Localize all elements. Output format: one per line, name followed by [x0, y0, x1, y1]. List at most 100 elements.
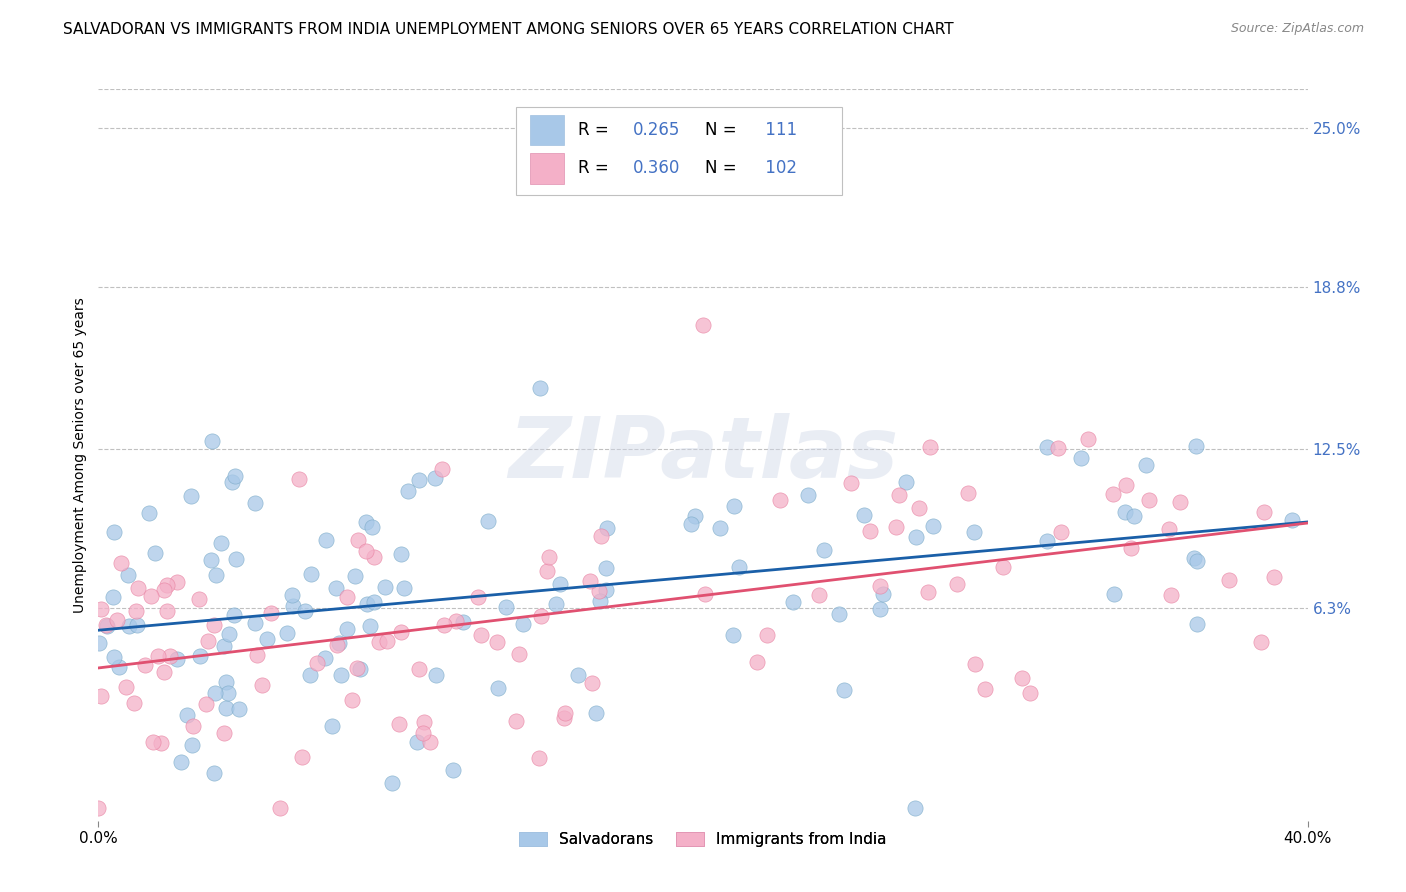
Point	[396, 484, 419, 499]
Point	[125, 618, 148, 632]
Point	[412, 725, 434, 739]
Point	[813, 543, 835, 558]
Point	[974, 682, 997, 697]
Text: 0.265: 0.265	[633, 121, 681, 139]
Point	[349, 662, 371, 676]
Point	[886, 520, 908, 534]
FancyBboxPatch shape	[516, 108, 842, 195]
Point	[425, 668, 447, 682]
Point	[156, 604, 179, 618]
Point	[413, 715, 436, 730]
Point	[314, 651, 336, 665]
Point	[218, 627, 240, 641]
Point	[904, 801, 927, 815]
Point	[155, 578, 177, 592]
Point	[1036, 534, 1059, 549]
Point	[359, 619, 381, 633]
Point	[1139, 492, 1161, 507]
Point	[887, 488, 910, 502]
Point	[245, 648, 267, 662]
Point	[859, 524, 882, 538]
Point	[1047, 442, 1070, 456]
Point	[922, 519, 945, 533]
Point	[1168, 495, 1191, 509]
Point	[307, 657, 329, 671]
Point	[1102, 487, 1125, 501]
Point	[346, 661, 368, 675]
Point	[406, 734, 429, 748]
Point	[212, 640, 235, 654]
Point	[581, 676, 603, 690]
Point	[723, 499, 745, 513]
Point	[96, 618, 118, 632]
Point	[197, 633, 219, 648]
Point	[87, 636, 110, 650]
Point	[388, 716, 411, 731]
FancyBboxPatch shape	[530, 153, 564, 184]
Point	[294, 604, 316, 618]
Point	[389, 548, 412, 562]
Point	[389, 625, 412, 640]
Point	[166, 575, 188, 590]
Point	[1077, 432, 1099, 446]
Point	[807, 588, 830, 602]
Point	[530, 609, 553, 624]
Point	[170, 756, 193, 770]
Point	[176, 708, 198, 723]
Point	[330, 668, 353, 682]
Point	[679, 517, 702, 532]
Point	[217, 686, 239, 700]
Point	[228, 702, 250, 716]
Point	[250, 678, 273, 692]
Point	[852, 508, 875, 522]
Point	[747, 655, 769, 669]
Point	[588, 584, 610, 599]
Point	[589, 529, 612, 543]
Point	[1102, 587, 1125, 601]
Point	[281, 588, 304, 602]
Point	[908, 500, 931, 515]
Point	[692, 318, 714, 333]
Point	[693, 587, 716, 601]
Point	[114, 680, 136, 694]
Text: N =: N =	[706, 121, 742, 139]
Point	[124, 696, 146, 710]
Point	[146, 648, 169, 663]
Point	[872, 586, 894, 600]
Point	[103, 650, 125, 665]
Text: ZIPatlas: ZIPatlas	[508, 413, 898, 497]
Point	[87, 800, 110, 814]
Point	[367, 634, 389, 648]
Text: 102: 102	[759, 160, 797, 178]
Point	[1135, 458, 1157, 472]
Point	[276, 626, 298, 640]
Point	[1036, 440, 1059, 454]
Point	[159, 648, 181, 663]
Point	[1018, 685, 1040, 699]
Point	[567, 668, 589, 682]
Point	[205, 568, 228, 582]
Point	[832, 683, 855, 698]
Point	[441, 763, 464, 777]
Point	[425, 471, 447, 485]
Point	[550, 577, 572, 591]
Point	[536, 564, 558, 578]
Point	[321, 719, 343, 733]
Point	[595, 583, 617, 598]
Point	[142, 734, 165, 748]
Point	[342, 693, 364, 707]
Point	[1218, 574, 1240, 588]
Point	[166, 652, 188, 666]
Point	[894, 475, 917, 490]
Point	[1159, 523, 1181, 537]
Point	[335, 591, 357, 605]
Point	[201, 434, 224, 448]
Point	[110, 556, 132, 570]
Point	[281, 599, 304, 613]
Point	[181, 719, 204, 733]
Point	[470, 628, 492, 642]
Point	[299, 668, 322, 682]
Point	[125, 604, 148, 618]
Point	[796, 488, 818, 502]
Point	[209, 536, 232, 550]
